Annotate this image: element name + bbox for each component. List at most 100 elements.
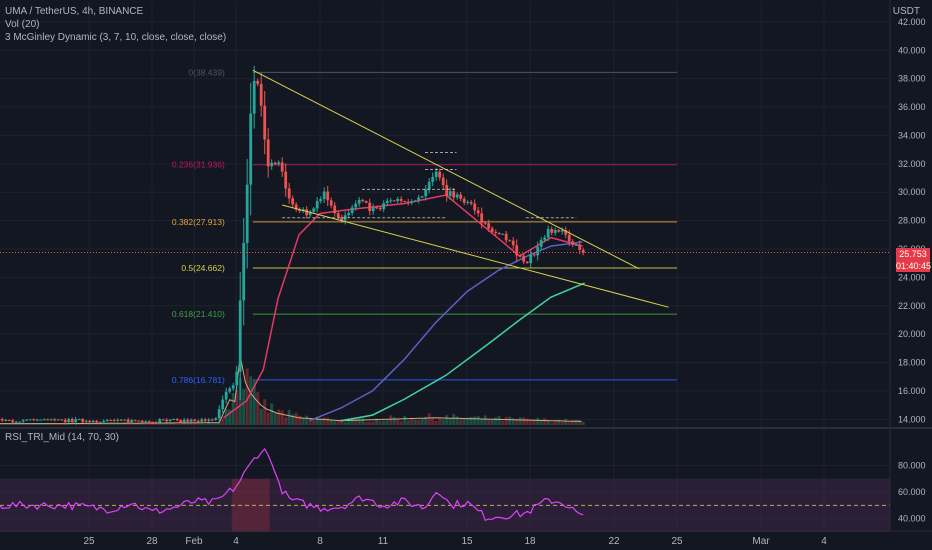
volume-bar [539,420,543,425]
candle-body [112,420,116,422]
volume-bar [189,422,193,425]
candle-body [553,230,557,233]
candle-body [203,419,207,421]
volume-bar [543,418,547,425]
fib-level-label: 0.382(27.913) [172,217,225,227]
volume-bar [88,422,92,425]
candle-body [441,177,445,186]
volume-bar [557,419,561,425]
last-price-badge: 25.753 [896,248,930,260]
x-tick-label: Feb [185,536,203,547]
candle-body [60,419,64,421]
candle-body [196,420,200,422]
candle-body [396,198,400,201]
y-tick-label: 40.000 [898,45,926,55]
volume-bar [242,388,246,425]
candle-body [81,419,85,422]
volume-bar [252,379,256,425]
y-tick-label: 16.000 [898,386,926,396]
candle-body [427,181,431,190]
volume-bar [266,412,270,425]
candle-body [543,237,547,240]
candle-body [539,239,543,247]
candle-body [116,419,120,421]
candle-body [161,419,165,421]
candle-body [32,419,36,421]
volume-bar [270,403,274,425]
candle-body [172,418,176,420]
fib-level-label: 0.786(16.781) [172,375,225,385]
candle-body [550,229,554,233]
candle-body [326,191,330,201]
candle-body [238,300,242,372]
candle-body [137,420,141,422]
rsi-line [0,448,584,522]
currency-label: USDT [892,6,920,17]
candle-body [88,420,92,423]
volume-bar [567,422,571,425]
volume-bar [480,418,484,425]
volume-bar [158,422,162,425]
volume-bar [413,419,417,425]
candle-body [340,217,344,221]
candle-body [126,419,130,423]
volume-bar [448,417,452,425]
volume-bar [441,419,445,425]
candle-body [67,419,71,423]
candle-body [445,185,449,196]
volume-bar [224,408,228,425]
rsi-y-tick-label: 80.000 [898,460,926,470]
candle-body [140,420,144,423]
candle-body [455,194,459,198]
volume-bar [35,424,39,425]
candle-body [186,419,190,422]
candle-body [298,209,302,211]
y-tick-label: 32.000 [898,159,926,169]
candle-body [410,201,414,203]
volume-bar [511,418,515,425]
rsi-legend: RSI_TRI_Mid (14, 70, 30) [5,432,119,443]
volume-bar [7,423,11,425]
candle-body [35,419,39,421]
candle-body [224,391,228,400]
candle-body [193,419,197,421]
candle-body [508,240,512,242]
candle-body [522,255,526,262]
x-tick-label: 22 [608,536,620,547]
candle-body [403,201,407,203]
y-tick-label: 30.000 [898,187,926,197]
candle-body [504,233,508,241]
volume-bar [284,417,288,425]
candle-body [368,202,372,212]
volume-bar [343,422,347,425]
candle-body [130,420,134,423]
x-tick-label: 28 [146,536,158,547]
volume-bar [382,420,386,425]
volume-bar [312,418,316,425]
volume-bar [515,419,519,425]
x-tick-label: 4 [233,536,239,547]
volume-bar [249,376,253,425]
volume-bar [60,423,64,425]
y-tick-label: 20.000 [898,329,926,339]
candle-body [263,105,267,140]
volume-bar [417,420,421,425]
candle-body [399,198,403,202]
candle-body [564,230,568,235]
volume-bar [518,417,522,425]
volume-bar [385,420,389,425]
candle-body [347,212,351,216]
volume-bar [389,415,393,425]
candle-body [284,171,288,189]
candle-body [98,422,102,424]
candle-body [473,203,477,211]
volume-bar [424,416,428,425]
candle-body [147,421,151,423]
volume-bar [221,418,225,425]
candle-body [417,197,421,201]
volume-bar [340,419,344,425]
volume-bar [420,419,424,425]
candle-body [277,162,281,165]
candle-body [123,419,127,421]
